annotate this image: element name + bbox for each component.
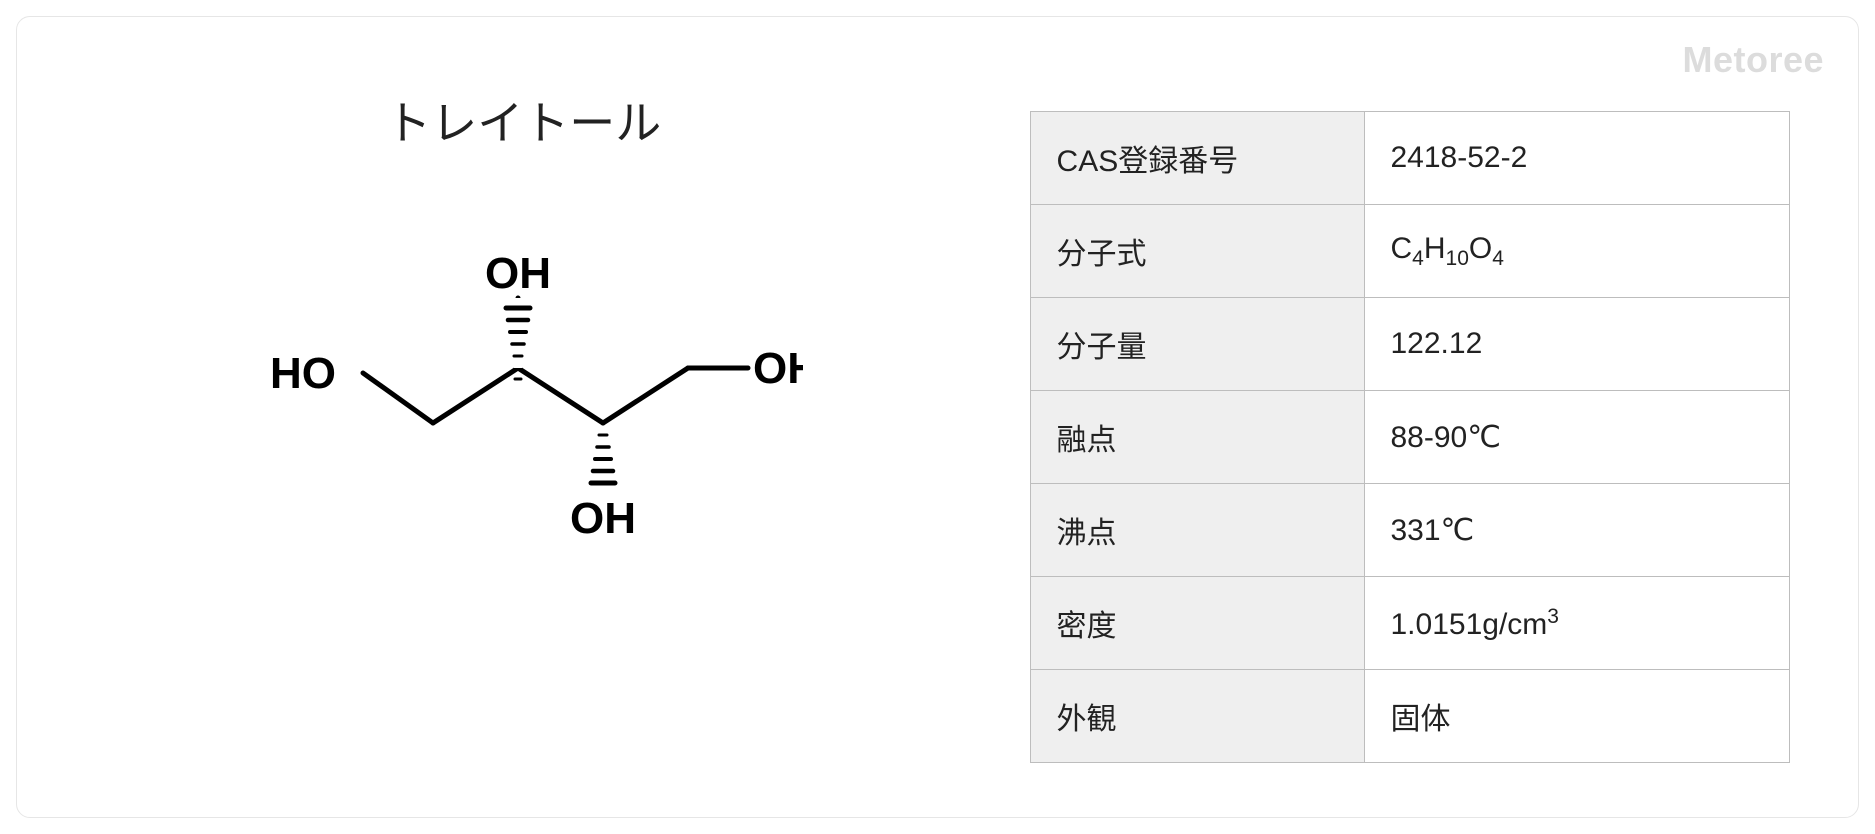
property-label: 沸点 xyxy=(1030,484,1364,577)
properties-pane: CAS登録番号2418-52-2分子式C4H10O4分子量122.12融点88-… xyxy=(1030,17,1858,817)
table-row: 密度1.0151g/cm3 xyxy=(1030,577,1789,670)
table-row: 沸点331℃ xyxy=(1030,484,1789,577)
table-row: 分子量122.12 xyxy=(1030,298,1789,391)
property-label: 融点 xyxy=(1030,391,1364,484)
info-card: Metoree トレイトール xyxy=(16,16,1859,818)
table-row: 融点88-90℃ xyxy=(1030,391,1789,484)
property-label: 分子量 xyxy=(1030,298,1364,391)
property-label: 外観 xyxy=(1030,670,1364,763)
structure-svg: OH OH HO OH xyxy=(243,193,803,593)
label-oh-top: OH xyxy=(485,249,551,298)
property-label: 密度 xyxy=(1030,577,1364,670)
label-oh-bottom: OH xyxy=(570,494,636,543)
brand-watermark: Metoree xyxy=(1682,39,1824,81)
property-value: 331℃ xyxy=(1364,484,1789,577)
structure-pane: トレイトール xyxy=(17,17,1030,817)
table-row: 外観固体 xyxy=(1030,670,1789,763)
property-value: 122.12 xyxy=(1364,298,1789,391)
property-label: 分子式 xyxy=(1030,205,1364,298)
compound-title: トレイトール xyxy=(385,87,661,153)
property-value: 88-90℃ xyxy=(1364,391,1789,484)
property-value: C4H10O4 xyxy=(1364,205,1789,298)
table-row: CAS登録番号2418-52-2 xyxy=(1030,112,1789,205)
table-row: 分子式C4H10O4 xyxy=(1030,205,1789,298)
label-oh-right: OH xyxy=(753,344,803,393)
property-value: 2418-52-2 xyxy=(1364,112,1789,205)
property-value: 固体 xyxy=(1364,670,1789,763)
chemical-structure: OH OH HO OH xyxy=(243,193,803,593)
properties-table: CAS登録番号2418-52-2分子式C4H10O4分子量122.12融点88-… xyxy=(1030,111,1790,763)
property-value: 1.0151g/cm3 xyxy=(1364,577,1789,670)
label-ho-left: HO xyxy=(270,349,336,398)
properties-tbody: CAS登録番号2418-52-2分子式C4H10O4分子量122.12融点88-… xyxy=(1030,112,1789,763)
property-label: CAS登録番号 xyxy=(1030,112,1364,205)
